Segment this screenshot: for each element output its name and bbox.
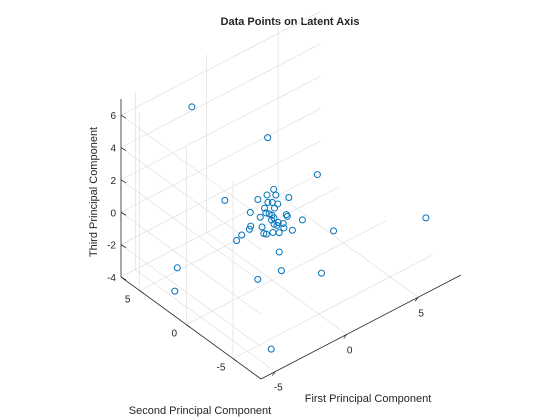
data-point — [277, 267, 285, 275]
x-tick-label: 0 — [347, 345, 353, 356]
grid-line-wall-z — [120, 75, 322, 181]
axis-layer — [120, 99, 462, 380]
data-point — [285, 194, 293, 202]
z-tick-label: -2 — [107, 241, 116, 252]
grid-line-wall-z — [120, 43, 322, 148]
data-point — [269, 228, 277, 236]
data-point — [173, 264, 181, 272]
data-point — [221, 196, 229, 204]
data-point — [288, 226, 296, 234]
grid-line-floor-y — [186, 220, 387, 325]
z-axis-label: Third Principal Component — [88, 127, 100, 257]
grid-line-wall-z — [120, 108, 322, 213]
z-tick-mark — [120, 179, 127, 184]
data-point — [265, 210, 273, 218]
data-point — [279, 219, 287, 227]
point-layer — [171, 103, 430, 353]
y-axis-label: Second Principal Component — [129, 405, 271, 417]
y-tick-label: 0 — [172, 329, 178, 340]
data-point — [171, 287, 179, 295]
x-tick-mark — [343, 334, 348, 339]
y-tick-label: -5 — [217, 363, 226, 374]
x-tick-mark — [271, 371, 276, 376]
data-point — [274, 219, 282, 227]
grid-line-floor-x — [135, 269, 276, 372]
data-point — [256, 213, 264, 221]
x-tick-label: -5 — [274, 383, 283, 394]
z-tick-label: 6 — [110, 111, 116, 122]
data-point — [274, 200, 282, 208]
x-tick-mark — [414, 297, 419, 302]
x-axis-line — [260, 274, 462, 380]
data-point — [330, 227, 338, 235]
y-tick-mark — [186, 324, 191, 328]
data-point — [267, 345, 275, 353]
data-point — [270, 185, 278, 193]
data-point — [262, 209, 270, 217]
z-tick-mark — [120, 211, 127, 216]
data-point — [271, 204, 279, 212]
grid-line-floor-x — [277, 195, 419, 298]
grid-line-wall-z — [120, 244, 262, 347]
grid-line-wall-z — [120, 114, 262, 218]
x-axis-label: First Principal Component — [305, 393, 432, 405]
z-tick-mark — [120, 147, 127, 151]
data-point — [264, 134, 272, 142]
data-point — [261, 204, 269, 212]
grid-line-floor-y — [139, 186, 340, 291]
data-point — [245, 225, 253, 233]
data-point — [283, 212, 291, 220]
data-point — [317, 269, 325, 277]
data-point — [282, 211, 290, 219]
grid-line-wall-z — [120, 212, 262, 315]
grid-line-wall-z — [120, 147, 262, 250]
z-tick-mark — [120, 114, 127, 119]
data-point — [272, 191, 280, 199]
data-point — [275, 248, 283, 256]
data-point — [275, 229, 283, 237]
z-tick-label: 0 — [110, 208, 116, 219]
grid-line-wall-z — [120, 10, 322, 116]
grid-line-wall-z — [120, 172, 322, 278]
data-point — [298, 216, 306, 224]
data-point — [254, 195, 262, 203]
data-point — [238, 231, 246, 239]
y-axis-line — [120, 276, 262, 380]
data-point — [422, 214, 430, 222]
tick-layer: -5 0 5 -5 0 5 -4 -2 0 2 4 6 — [107, 111, 424, 393]
data-point — [254, 275, 262, 283]
chart-title: Data Points on Latent Axis — [221, 16, 360, 28]
grid-line-wall-z — [120, 140, 322, 245]
data-point — [263, 191, 271, 199]
grid-layer — [120, 10, 434, 380]
grid-line-floor-x — [206, 232, 347, 335]
z-tick-label: 2 — [110, 176, 116, 187]
data-point — [246, 208, 254, 216]
data-point — [233, 237, 241, 245]
x-tick-label: 5 — [418, 308, 424, 319]
data-point — [258, 223, 266, 231]
y-tick-label: 5 — [125, 295, 131, 306]
z-tick-mark — [120, 276, 127, 281]
y-tick-mark — [232, 358, 238, 362]
data-point — [264, 198, 272, 206]
grid-line-floor-y — [232, 254, 434, 359]
data-point — [188, 103, 196, 111]
data-point — [268, 216, 276, 224]
z-tick-label: 4 — [110, 144, 116, 155]
grid-line-wall-z — [120, 179, 262, 283]
z-tick-mark — [120, 244, 127, 248]
y-tick-mark — [139, 290, 144, 294]
data-point — [280, 224, 288, 232]
data-point — [247, 222, 255, 230]
z-tick-label: -4 — [107, 273, 116, 284]
data-point — [313, 171, 321, 179]
data-point — [262, 230, 270, 238]
